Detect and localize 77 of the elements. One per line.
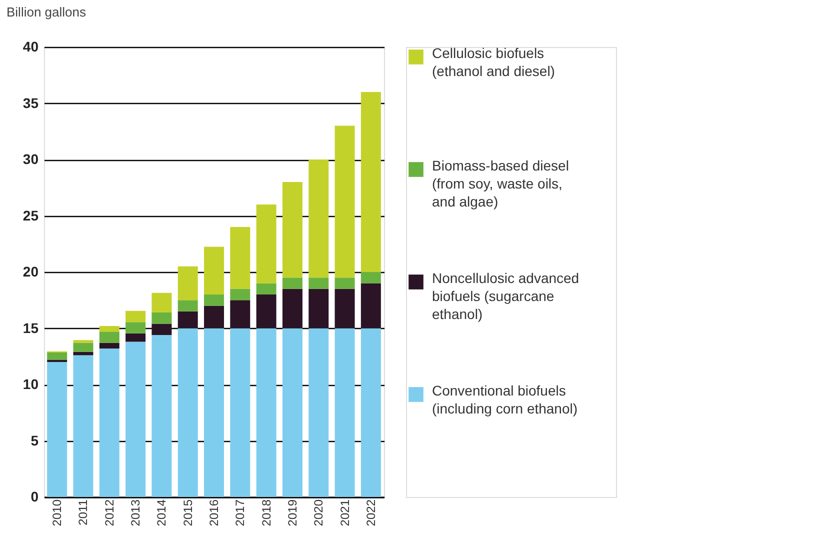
bar xyxy=(360,92,381,272)
bar xyxy=(230,227,250,289)
bar xyxy=(204,328,224,497)
bar xyxy=(282,182,302,278)
bar xyxy=(152,335,172,497)
bar xyxy=(99,342,120,348)
bar xyxy=(308,328,329,497)
x-tick-label: 2019 xyxy=(285,499,300,526)
bar xyxy=(99,348,120,497)
bar xyxy=(178,300,198,312)
bar xyxy=(178,266,198,300)
y-tick-label: 5 xyxy=(30,432,39,448)
bar xyxy=(334,126,355,278)
y-tick-label: 10 xyxy=(22,376,39,392)
bar xyxy=(99,326,120,332)
y-tick-label: 35 xyxy=(22,94,39,111)
bar xyxy=(152,292,172,312)
bar xyxy=(360,328,381,497)
bar xyxy=(152,324,172,335)
bar xyxy=(308,160,329,278)
bar xyxy=(204,294,224,306)
x-tick-label: 2021 xyxy=(338,499,352,526)
x-tick-label: 2010 xyxy=(50,499,64,526)
x-tick-label: 2017 xyxy=(233,499,248,526)
x-tick-label: 2013 xyxy=(128,499,143,526)
legend-label: Conventional biofuels (including corn ethanol) xyxy=(432,382,578,416)
bar xyxy=(204,246,224,294)
bar xyxy=(73,355,94,497)
bar xyxy=(73,352,94,356)
bar xyxy=(73,342,94,352)
y-tick-label: 20 xyxy=(22,264,39,280)
bar xyxy=(282,278,302,289)
bar xyxy=(73,340,94,343)
bar xyxy=(126,342,146,497)
x-tick-label: 2012 xyxy=(102,499,116,526)
bar xyxy=(360,272,381,284)
bar xyxy=(334,288,355,328)
bar xyxy=(230,288,250,300)
x-tick-label: 2018 xyxy=(259,499,274,526)
bar xyxy=(47,362,68,497)
x-tick-label: 2022 xyxy=(364,499,378,526)
bar xyxy=(152,312,172,324)
bar xyxy=(126,310,146,322)
y-tick-label: 15 xyxy=(22,320,39,336)
bar xyxy=(256,283,276,294)
legend-label: Cellulosic biofuels (ethanol and diesel) xyxy=(432,45,555,79)
x-tick-label: 2011 xyxy=(76,499,90,526)
bar xyxy=(334,328,355,497)
x-tick-label: 2020 xyxy=(312,499,326,526)
bar xyxy=(334,278,355,289)
legend-label: Biomass-based diesel (from soy, waste oils, and algae) xyxy=(432,158,569,210)
bar xyxy=(204,306,224,328)
bar xyxy=(126,322,146,334)
bar xyxy=(99,332,120,343)
bar xyxy=(47,352,68,360)
bar xyxy=(360,283,381,328)
y-tick-label: 40 xyxy=(22,38,39,54)
x-tick-label: 2015 xyxy=(180,499,195,526)
legend-label: Noncellulosic advanced biofuels (sugarcane ethanol) xyxy=(432,270,580,322)
bar xyxy=(256,294,276,328)
bar xyxy=(178,311,198,328)
x-tick-label: 2014 xyxy=(154,499,169,526)
bar xyxy=(308,278,329,289)
bar xyxy=(256,328,276,497)
bar xyxy=(178,328,198,497)
bar xyxy=(308,288,329,328)
bar xyxy=(282,328,302,497)
y-tick-label: 30 xyxy=(22,151,39,167)
y-tick-label: 25 xyxy=(22,207,39,224)
bar xyxy=(256,204,276,284)
bar xyxy=(282,288,302,328)
bar xyxy=(126,333,146,342)
bar xyxy=(230,328,250,497)
y-axis-title: Billion gallons xyxy=(6,4,86,20)
bar xyxy=(230,300,250,328)
y-tick-label: 0 xyxy=(30,488,39,504)
x-tick-label: 2016 xyxy=(207,499,221,526)
